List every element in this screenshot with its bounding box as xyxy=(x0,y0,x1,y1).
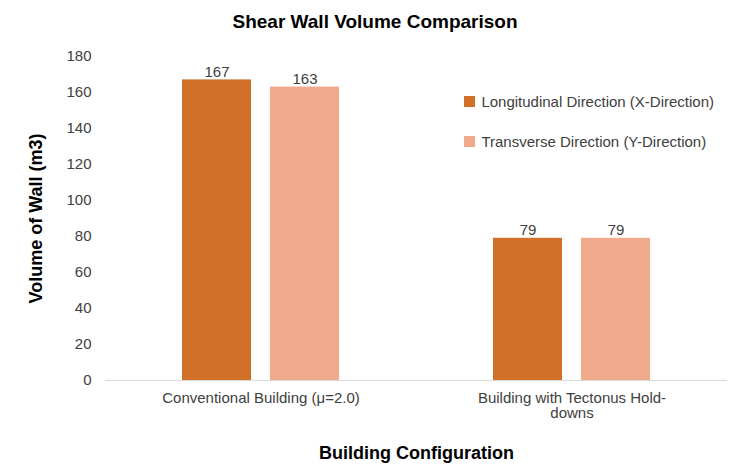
html-text:Transverse Direction (Y-Direct: Transverse Direction (Y-Direction) xyxy=(481,132,707,150)
svg-text:140: 140 xyxy=(66,119,91,136)
svg-text:100: 100 xyxy=(66,191,91,208)
svg-text:Building Configuration: Building Configuration xyxy=(319,443,514,463)
svg-text:80: 80 xyxy=(75,227,92,244)
html-text:Shear Wall Volume Comparison: Shear Wall Volume Comparison xyxy=(232,11,518,32)
svg-text:163: 163 xyxy=(292,70,317,87)
svg-text:60: 60 xyxy=(75,263,92,280)
svg-text:0: 0 xyxy=(83,371,91,388)
svg-text:Conventional Building (μ=2.0): Conventional Building (μ=2.0) xyxy=(162,389,360,406)
svg-text:167: 167 xyxy=(204,63,229,80)
svg-text:79: 79 xyxy=(520,221,537,238)
svg-text:Building with Tectonus Hold-do: Building with Tectonus Hold-downs xyxy=(478,389,666,421)
svg-text:160: 160 xyxy=(66,83,91,100)
html-text:Longitudinal Direction (X-Dire: Longitudinal Direction (X-Direction) xyxy=(481,92,714,110)
svg-text:40: 40 xyxy=(75,299,92,316)
svg-text:Volume of Wall (m3): Volume of Wall (m3) xyxy=(26,133,46,303)
svg-text:79: 79 xyxy=(608,221,625,238)
svg-text:120: 120 xyxy=(66,155,91,172)
svg-text:180: 180 xyxy=(66,47,91,64)
svg-text:20: 20 xyxy=(75,335,92,352)
